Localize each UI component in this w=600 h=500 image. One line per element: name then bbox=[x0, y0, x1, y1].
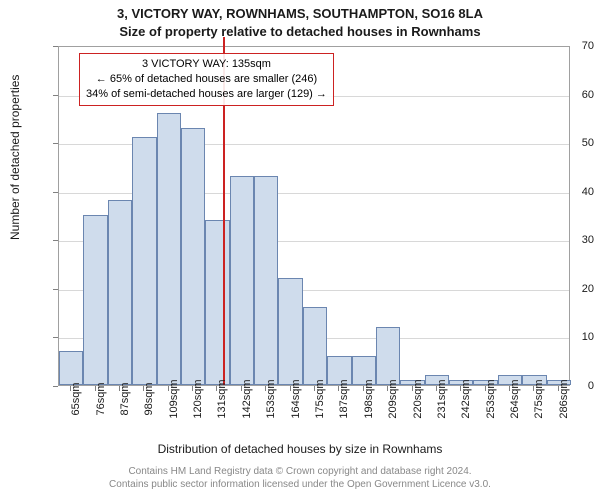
x-tick-label: 187sqm bbox=[338, 379, 350, 418]
x-tick-label: 264sqm bbox=[509, 379, 521, 418]
chart-title-line2: Size of property relative to detached ho… bbox=[0, 24, 600, 39]
histogram-bar bbox=[254, 176, 278, 385]
x-tick-label: 131sqm bbox=[216, 379, 228, 418]
x-tick-label: 87sqm bbox=[119, 382, 131, 415]
histogram-bar bbox=[157, 113, 181, 385]
footer-line1: Contains HM Land Registry data © Crown c… bbox=[128, 466, 471, 477]
x-tick-label: 120sqm bbox=[192, 379, 204, 418]
x-tick-label: 98sqm bbox=[143, 382, 155, 415]
y-tick-label: 20 bbox=[542, 283, 600, 295]
histogram-bar bbox=[303, 307, 327, 385]
x-tick-label: 65sqm bbox=[70, 382, 82, 415]
y-tick-label: 40 bbox=[542, 186, 600, 198]
y-tick-mark bbox=[53, 46, 58, 47]
y-tick-label: 30 bbox=[542, 234, 600, 246]
histogram-bar bbox=[230, 176, 254, 385]
y-tick-label: 10 bbox=[542, 331, 600, 343]
histogram-bar bbox=[59, 351, 83, 385]
x-tick-label: 109sqm bbox=[168, 379, 180, 418]
y-tick-label: 0 bbox=[542, 380, 600, 392]
annotation-box: 3 VICTORY WAY: 135sqm← 65% of detached h… bbox=[79, 53, 334, 106]
annotation-line: 34% of semi-detached houses are larger (… bbox=[86, 87, 327, 102]
x-tick-label: 220sqm bbox=[412, 379, 424, 418]
histogram-bar bbox=[376, 327, 400, 385]
x-tick-label: 76sqm bbox=[95, 382, 107, 415]
histogram-bar bbox=[132, 137, 156, 385]
footer-line2: Contains public sector information licen… bbox=[109, 479, 491, 490]
y-tick-label: 70 bbox=[542, 40, 600, 52]
y-tick-mark bbox=[53, 240, 58, 241]
x-tick-label: 198sqm bbox=[363, 379, 375, 418]
x-tick-label: 242sqm bbox=[460, 379, 472, 418]
x-tick-label: 142sqm bbox=[241, 379, 253, 418]
histogram-bar bbox=[83, 215, 107, 385]
chart-title-line1: 3, VICTORY WAY, ROWNHAMS, SOUTHAMPTON, S… bbox=[0, 6, 600, 21]
annotation-line: 3 VICTORY WAY: 135sqm bbox=[86, 57, 327, 72]
x-tick-label: 253sqm bbox=[485, 379, 497, 418]
y-tick-mark bbox=[53, 386, 58, 387]
y-tick-mark bbox=[53, 143, 58, 144]
x-tick-label: 275sqm bbox=[533, 379, 545, 418]
x-tick-label: 286sqm bbox=[558, 379, 570, 418]
chart-plot-area: 3 VICTORY WAY: 135sqm← 65% of detached h… bbox=[58, 46, 570, 386]
histogram-bar bbox=[278, 278, 302, 385]
y-tick-label: 60 bbox=[542, 89, 600, 101]
x-tick-label: 231sqm bbox=[436, 379, 448, 418]
y-tick-mark bbox=[53, 95, 58, 96]
x-tick-label: 153sqm bbox=[265, 379, 277, 418]
histogram-bar bbox=[181, 128, 205, 385]
y-axis-label: Number of detached properties bbox=[8, 75, 22, 240]
chart-footer: Contains HM Land Registry data © Crown c… bbox=[0, 466, 600, 491]
y-tick-mark bbox=[53, 192, 58, 193]
y-tick-mark bbox=[53, 289, 58, 290]
x-axis-label: Distribution of detached houses by size … bbox=[0, 442, 600, 456]
annotation-line: ← 65% of detached houses are smaller (24… bbox=[86, 72, 327, 87]
y-tick-label: 50 bbox=[542, 137, 600, 149]
x-tick-label: 209sqm bbox=[387, 379, 399, 418]
histogram-bar bbox=[205, 220, 229, 385]
x-tick-label: 175sqm bbox=[314, 379, 326, 418]
y-tick-mark bbox=[53, 337, 58, 338]
x-tick-label: 164sqm bbox=[290, 379, 302, 418]
histogram-bar bbox=[108, 200, 132, 385]
